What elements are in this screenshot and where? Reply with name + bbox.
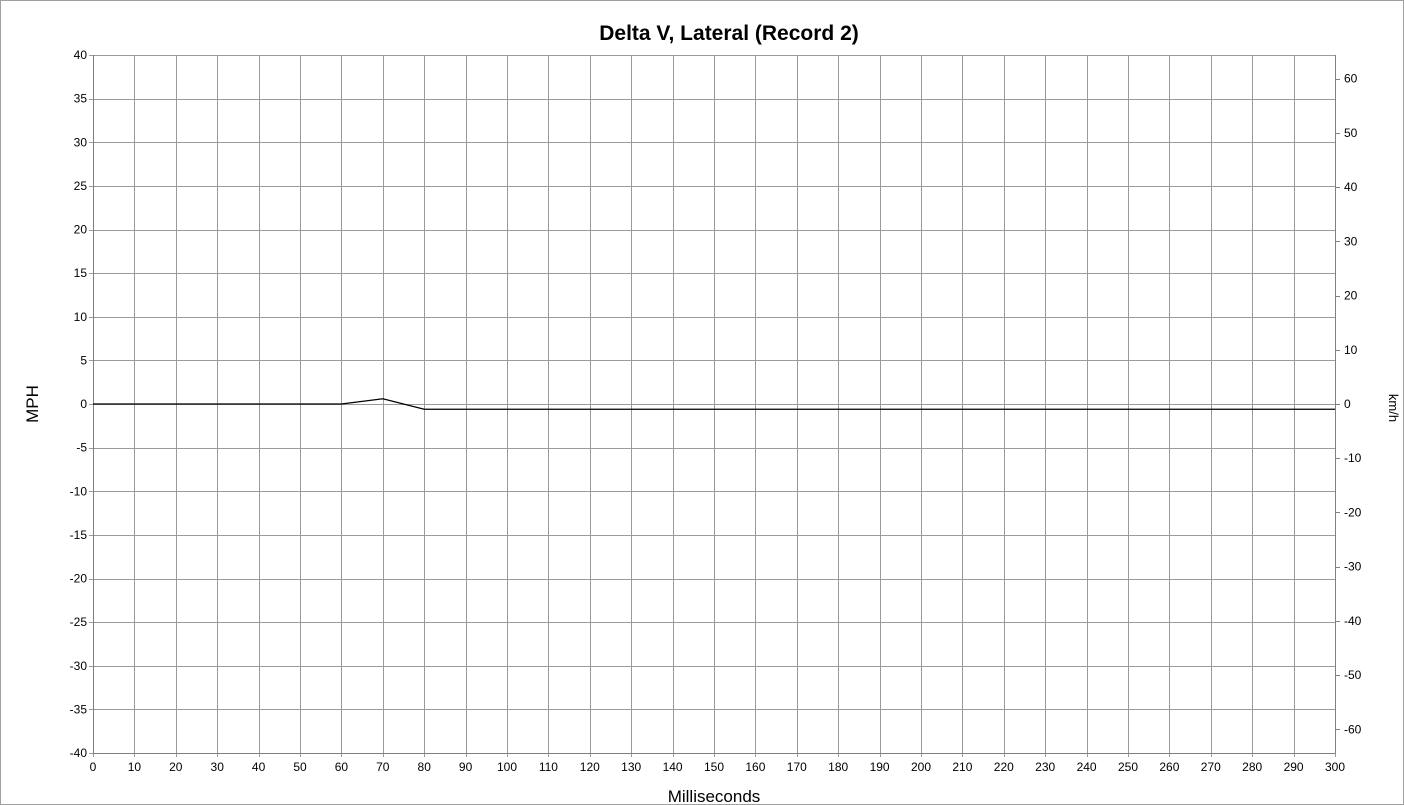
y-right-tick-label: -10	[1344, 451, 1362, 465]
y-tick-label: 40	[74, 48, 88, 62]
y-axis-title: MPH	[23, 385, 42, 423]
y-right-tick-label: 40	[1344, 180, 1358, 194]
x-axis-title: Milliseconds	[668, 787, 761, 805]
y-tick-label: 0	[80, 397, 87, 411]
chart-title: Delta V, Lateral (Record 2)	[599, 22, 859, 45]
x-tick-label: 220	[994, 760, 1014, 774]
x-tick-label: 0	[90, 760, 97, 774]
y-tick-label: -10	[70, 484, 88, 498]
x-tick-label: 30	[211, 760, 225, 774]
x-tick-label: 10	[128, 760, 142, 774]
y-tick-label: -20	[70, 572, 88, 586]
y-right-tick-label: 60	[1344, 72, 1358, 86]
grid-layer	[89, 55, 1336, 757]
y-tick-label: 25	[74, 179, 88, 193]
x-tick-label: 250	[1118, 760, 1138, 774]
x-tick-label: 270	[1201, 760, 1221, 774]
y-right-tick-label: 50	[1344, 126, 1358, 140]
x-tick-label: 280	[1242, 760, 1262, 774]
y-right-tick-label: -50	[1344, 668, 1362, 682]
x-tick-label: 160	[745, 760, 765, 774]
y-tick-label: -30	[70, 659, 88, 673]
x-tick-label: 240	[1077, 760, 1097, 774]
y-right-tick-label: -30	[1344, 560, 1362, 574]
x-tick-label: 20	[169, 760, 183, 774]
x-tick-label: 50	[293, 760, 307, 774]
series-line-0	[93, 398, 1335, 410]
y-tick-label: -5	[76, 441, 87, 455]
x-tick-label: 170	[787, 760, 807, 774]
x-tick-label: 70	[376, 760, 390, 774]
y-tick-label: 10	[74, 310, 88, 324]
y-tick-label: 30	[74, 135, 88, 149]
y-tick-label: 15	[74, 266, 88, 280]
x-tick-label: 210	[952, 760, 972, 774]
x-tick-label: 190	[870, 760, 890, 774]
y-tick-label: -35	[70, 702, 88, 716]
x-tick-label: 260	[1159, 760, 1179, 774]
x-tick-label: 110	[539, 760, 558, 774]
x-tick-label: 130	[621, 760, 641, 774]
x-tick-label: 150	[704, 760, 724, 774]
y-right-tick-label: 30	[1344, 234, 1358, 248]
y-right-tick-label: -20	[1344, 505, 1362, 519]
y-right-tick-label: -40	[1344, 614, 1362, 628]
x-tick-label: 290	[1284, 760, 1304, 774]
x-tick-label: 200	[911, 760, 931, 774]
y-tick-label: -40	[70, 746, 88, 760]
y-tick-label: 5	[80, 353, 87, 367]
x-tick-label: 180	[828, 760, 848, 774]
y-axis-right-title: km/h	[1386, 394, 1401, 422]
x-tick-label: 120	[580, 760, 600, 774]
y-tick-label: 35	[74, 92, 88, 106]
x-tick-label: 230	[1035, 760, 1055, 774]
label-layer: 0 10 20 30 40 50 60 70 80 90 100 110 120 130 140 150 160…	[70, 48, 1362, 774]
x-tick-label: 90	[459, 760, 473, 774]
x-tick-label: 140	[663, 760, 683, 774]
x-tick-label: 60	[335, 760, 349, 774]
y-right-tick-label: -60	[1344, 722, 1362, 736]
x-tick-label: 100	[497, 760, 517, 774]
y-tick-label: -15	[70, 528, 88, 542]
y-tick-label: 20	[74, 223, 88, 237]
x-tick-label: 300	[1325, 760, 1345, 774]
y-tick-label: -25	[70, 615, 88, 629]
y-right-tick-label: 10	[1344, 343, 1358, 357]
series-layer	[93, 398, 1335, 410]
y-right-tick-label: 0	[1344, 397, 1351, 411]
x-tick-label: 40	[252, 760, 266, 774]
y-right-tick-label: 20	[1344, 289, 1358, 303]
x-tick-label: 80	[418, 760, 432, 774]
